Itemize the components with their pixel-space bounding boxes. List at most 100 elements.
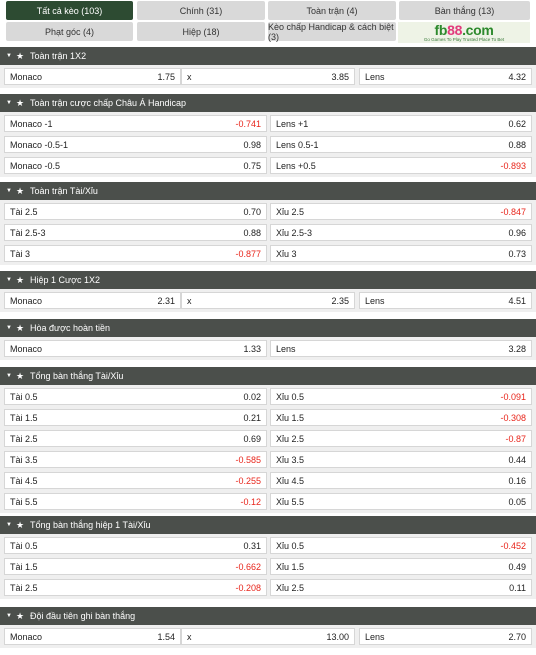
odds-selection-label: Tài 3.5 [10, 454, 38, 465]
odds-cell[interactable]: x 3.85 [181, 68, 355, 85]
collapse-chevron-icon[interactable]: ▼ [6, 277, 12, 283]
odds-selection-label: Lens [365, 295, 385, 306]
odds-cell[interactable]: Xỉu 1.5 -0.308 [270, 409, 532, 426]
odds-value: 0.62 [508, 118, 526, 129]
collapse-chevron-icon[interactable]: ▼ [6, 522, 12, 528]
section-header[interactable]: ▼ ★ Tổng bàn thắng hiệp 1 Tài/Xỉu [0, 516, 536, 534]
favorite-star-icon[interactable]: ★ [15, 322, 25, 333]
section-body: Monaco 2.31 x 2.35 Lens 4.51 [0, 289, 536, 312]
odds-cell[interactable]: Tài 1.5 -0.662 [4, 558, 267, 575]
odds-cell[interactable]: Monaco 2.31 [4, 292, 181, 309]
section-header[interactable]: ▼ ★ Hòa được hoàn tiền [0, 319, 536, 337]
collapse-chevron-icon[interactable]: ▼ [6, 613, 12, 619]
odds-cell[interactable]: Xỉu 0.5 -0.452 [270, 537, 532, 554]
odds-cell[interactable]: Xỉu 3 0.73 [270, 245, 532, 262]
section-header[interactable]: ▼ ★ Toàn trận Tài/Xỉu [0, 182, 536, 200]
odds-cell[interactable]: Lens +1 0.62 [270, 115, 532, 132]
favorite-star-icon[interactable]: ★ [15, 370, 25, 381]
section-header[interactable]: ▼ ★ Đội đầu tiên ghi bàn thắng [0, 607, 536, 625]
odds-cell[interactable]: Tài 5.5 -0.12 [4, 493, 267, 510]
odds-cell[interactable]: Xỉu 2.5 0.11 [270, 579, 532, 596]
odds-cell[interactable]: Tài 0.5 0.02 [4, 388, 267, 405]
tab-full-match[interactable]: Toàn trận (4) [268, 1, 396, 20]
odds-cell[interactable]: Xỉu 3.5 0.44 [270, 451, 532, 468]
odds-value: 0.02 [243, 391, 261, 402]
odds-cell[interactable]: Tài 2.5-3 0.88 [4, 224, 267, 241]
market-tabs: Tất cả kèo (103) Chính (31) Toàn trận (4… [0, 0, 536, 43]
odds-cell[interactable]: Xỉu 2.5-3 0.96 [270, 224, 532, 241]
collapse-chevron-icon[interactable]: ▼ [6, 325, 12, 331]
collapse-chevron-icon[interactable]: ▼ [6, 53, 12, 59]
odds-cell[interactable]: Xỉu 2.5 -0.847 [270, 203, 532, 220]
odds-cell[interactable]: Tài 2.5 0.69 [4, 430, 267, 447]
odds-selection-label: x [187, 631, 192, 642]
collapse-chevron-icon[interactable]: ▼ [6, 188, 12, 194]
odds-selection-label: Monaco -1 [10, 118, 53, 129]
odds-cell[interactable]: Tài 1.5 0.21 [4, 409, 267, 426]
odds-value: 4.51 [508, 295, 526, 306]
section-header[interactable]: ▼ ★ Hiệp 1 Cược 1X2 [0, 271, 536, 289]
odds-selection-label: Xỉu 2.5-3 [276, 227, 313, 238]
odds-value: 13.00 [326, 631, 349, 642]
odds-selection-label: Xỉu 3 [276, 248, 297, 259]
tab-handicap[interactable]: Kèo chấp Handicap & cách biệt (3) [268, 22, 396, 42]
odds-cell[interactable]: Lens 4.32 [359, 68, 532, 85]
odds-value: 0.75 [243, 160, 261, 171]
favorite-star-icon[interactable]: ★ [15, 274, 25, 285]
odds-cell[interactable]: Tài 2.5 0.70 [4, 203, 267, 220]
odds-cell[interactable]: Monaco -1 -0.741 [4, 115, 267, 132]
odds-value: 1.75 [157, 71, 175, 82]
collapse-chevron-icon[interactable]: ▼ [6, 100, 12, 106]
odds-cell[interactable]: Tài 3 -0.877 [4, 245, 267, 262]
odds-cell[interactable]: Lens +0.5 -0.893 [270, 157, 532, 174]
odds-selection-label: Lens 0.5-1 [276, 139, 319, 150]
odds-cell[interactable]: Monaco -0.5-1 0.98 [4, 136, 267, 153]
favorite-star-icon[interactable]: ★ [15, 519, 25, 530]
odds-cell[interactable]: Xỉu 1.5 0.49 [270, 558, 532, 575]
odds-cell[interactable]: Xỉu 4.5 0.16 [270, 472, 532, 489]
odds-cell[interactable]: Tài 2.5 -0.208 [4, 579, 267, 596]
odds-selection-label: Monaco -0.5 [10, 160, 61, 171]
odds-cell[interactable]: Monaco 1.75 [4, 68, 181, 85]
tab-all-markets[interactable]: Tất cả kèo (103) [6, 1, 133, 20]
odds-cell[interactable]: Monaco 1.54 [4, 628, 181, 645]
odds-cell[interactable]: Monaco -0.5 0.75 [4, 157, 267, 174]
odds-selection-label: Xỉu 1.5 [276, 412, 305, 423]
odds-cell[interactable]: Tài 0.5 0.31 [4, 537, 267, 554]
odds-cell[interactable]: Tài 3.5 -0.585 [4, 451, 267, 468]
odds-selection-label: Lens [365, 631, 385, 642]
odds-selection-label: Monaco -0.5-1 [10, 139, 69, 150]
odds-cell[interactable]: Xỉu 5.5 0.05 [270, 493, 532, 510]
tab-main[interactable]: Chính (31) [137, 1, 265, 20]
fb88-logo[interactable]: fb88.com Go Games To Play Trusted Place … [398, 22, 530, 43]
odds-cell[interactable]: Tài 4.5 -0.255 [4, 472, 267, 489]
odds-cell[interactable]: x 2.35 [181, 292, 355, 309]
odds-cell[interactable]: Monaco 1.33 [4, 340, 267, 357]
collapse-chevron-icon[interactable]: ▼ [6, 373, 12, 379]
odds-cell[interactable]: Xỉu 0.5 -0.091 [270, 388, 532, 405]
tab-corners[interactable]: Phạt góc (4) [6, 22, 133, 41]
section-header[interactable]: ▼ ★ Toàn trận 1X2 [0, 47, 536, 65]
odds-selection-label: Monaco [10, 343, 43, 354]
odds-selection-label: x [187, 295, 192, 306]
odds-value: 0.69 [243, 433, 261, 444]
section-header[interactable]: ▼ ★ Toàn trận cược chấp Châu Á Handicap [0, 94, 536, 112]
odds-cell[interactable]: Xỉu 2.5 -0.87 [270, 430, 532, 447]
tab-goals[interactable]: Bàn thắng (13) [399, 1, 530, 20]
favorite-star-icon[interactable]: ★ [15, 97, 25, 108]
favorite-star-icon[interactable]: ★ [15, 185, 25, 196]
odds-selection-label: Xỉu 2.5 [276, 206, 305, 217]
odds-value: -0.255 [235, 475, 261, 486]
favorite-star-icon[interactable]: ★ [15, 610, 25, 621]
odds-cell[interactable]: x 13.00 [181, 628, 355, 645]
tab-half[interactable]: Hiệp (18) [137, 22, 265, 41]
odds-value: -0.208 [235, 582, 261, 593]
odds-cell[interactable]: Lens 2.70 [359, 628, 532, 645]
favorite-star-icon[interactable]: ★ [15, 50, 25, 61]
odds-cell[interactable]: Lens 3.28 [270, 340, 532, 357]
odds-value: 2.35 [331, 295, 349, 306]
odds-cell[interactable]: Lens 0.5-1 0.88 [270, 136, 532, 153]
odds-value: 0.49 [508, 561, 526, 572]
section-header[interactable]: ▼ ★ Tổng bàn thắng Tài/Xỉu [0, 367, 536, 385]
odds-cell[interactable]: Lens 4.51 [359, 292, 532, 309]
